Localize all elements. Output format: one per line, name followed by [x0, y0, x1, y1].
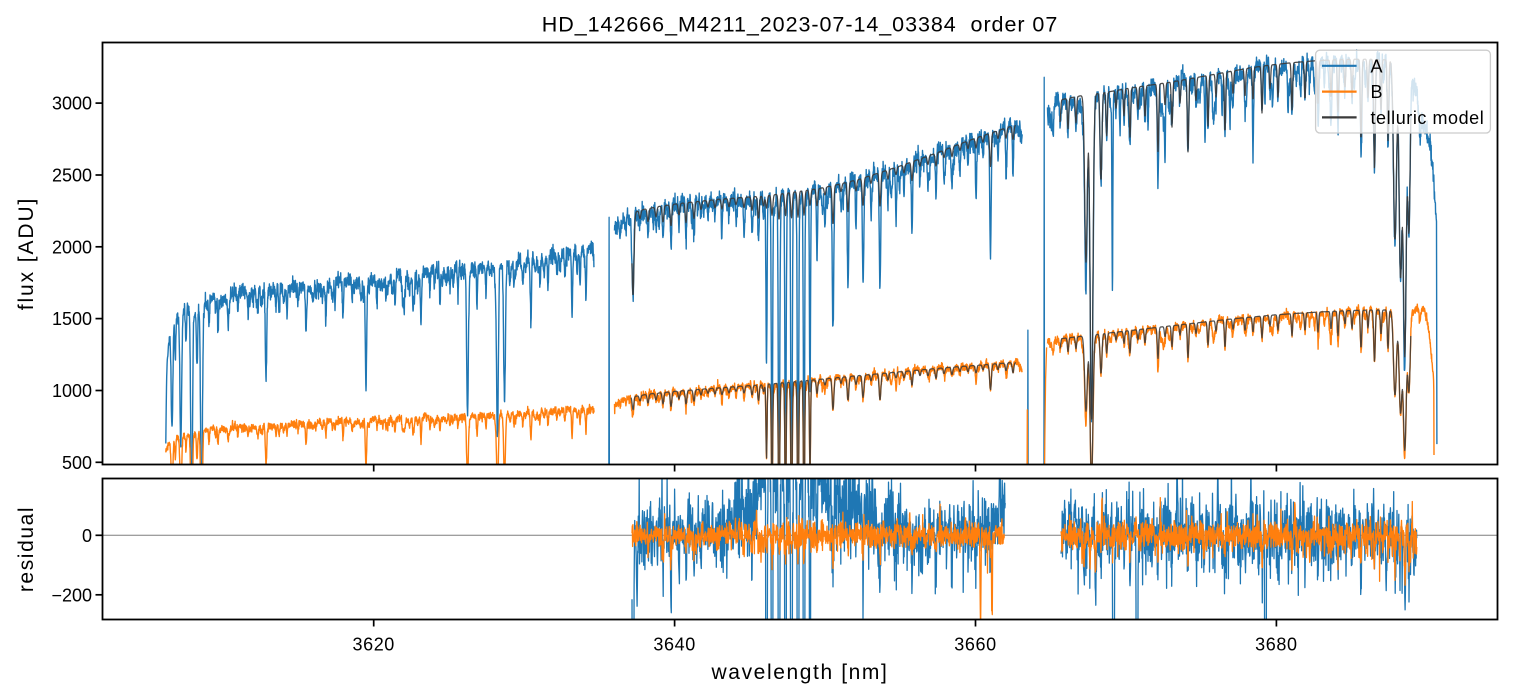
svg-text:HD_142666_M4211_2023-07-14_033: HD_142666_M4211_2023-07-14_03384 order 0…: [542, 13, 1058, 37]
svg-text:2000: 2000: [52, 237, 92, 257]
svg-text:A: A: [1371, 56, 1383, 76]
svg-text:residual: residual: [15, 506, 38, 592]
svg-text:B: B: [1371, 82, 1383, 102]
svg-text:500: 500: [62, 453, 92, 473]
svg-text:3620: 3620: [352, 634, 394, 654]
svg-text:3000: 3000: [52, 94, 92, 114]
svg-text:1000: 1000: [52, 381, 92, 401]
svg-text:3680: 3680: [1255, 634, 1297, 654]
svg-text:wavelength [nm]: wavelength [nm]: [711, 661, 889, 684]
svg-text:telluric model: telluric model: [1371, 108, 1485, 128]
svg-text:flux [ADU]: flux [ADU]: [15, 197, 38, 311]
svg-text:1500: 1500: [52, 309, 92, 329]
svg-text:3660: 3660: [954, 634, 996, 654]
svg-text:0: 0: [82, 526, 92, 546]
svg-text:−200: −200: [51, 585, 92, 605]
svg-text:2500: 2500: [52, 166, 92, 186]
svg-text:3640: 3640: [653, 634, 695, 654]
